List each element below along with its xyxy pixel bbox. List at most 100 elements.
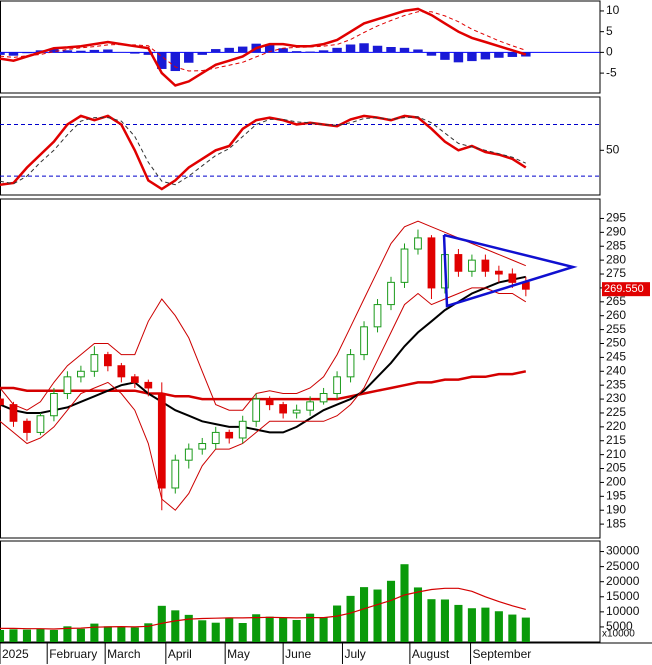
candle-body (171, 459, 180, 489)
y-tick-label: 250 (606, 336, 626, 350)
volume-bar (103, 626, 112, 642)
volume-bar (211, 622, 220, 642)
y-tick-label: 240 (606, 363, 626, 377)
candle-body (387, 281, 395, 306)
candle-body (468, 259, 476, 272)
candle-body (63, 376, 72, 395)
candle-body (238, 420, 247, 439)
candle-body (198, 443, 207, 450)
candle-body (400, 248, 409, 283)
volume-bar (130, 627, 139, 642)
volume-bar (333, 605, 342, 642)
volume-bar (521, 617, 530, 642)
volume-bar (238, 623, 247, 642)
histogram-bar (237, 46, 248, 53)
series-line (0, 116, 527, 186)
y-tick-label: 210 (606, 447, 626, 461)
volume-bar (198, 620, 207, 642)
candle-body (306, 401, 314, 411)
y-tick-label: 275 (606, 266, 626, 280)
histogram-bar (264, 44, 275, 53)
histogram-bar (157, 52, 167, 69)
y-tick-label: 5 (606, 24, 613, 38)
histogram-bar (197, 52, 207, 55)
volume-bar (360, 587, 369, 642)
histogram-bar (413, 49, 423, 53)
volume-bar (346, 595, 355, 642)
x-tick-label: February (49, 647, 97, 661)
histogram-bar (62, 50, 73, 53)
histogram-bar (143, 52, 154, 55)
y-tick-label: 295 (606, 211, 626, 225)
series-line (0, 11, 526, 72)
unit-label: x10000 (602, 629, 635, 640)
y-tick-label: 15000 (606, 589, 640, 603)
volume-bar (481, 607, 490, 642)
histogram-bar (372, 45, 383, 53)
volume-bar (0, 629, 5, 642)
last-price-box (602, 282, 650, 297)
candle-body (333, 376, 341, 395)
y-tick-label: 260 (606, 308, 626, 322)
volume-bar (49, 629, 58, 642)
candle-body (23, 420, 31, 433)
y-tick-label: 0 (606, 45, 613, 59)
candle-body (481, 259, 490, 272)
histogram-bar (453, 52, 464, 63)
volume-bar (413, 587, 423, 642)
histogram-bar (76, 50, 86, 53)
series-line (0, 114, 527, 191)
candle-body (373, 304, 382, 328)
candle-body (103, 354, 112, 367)
volume-bar (508, 614, 517, 642)
volume-bar (184, 614, 193, 642)
histogram-bar (103, 49, 113, 53)
candle-body (495, 270, 503, 275)
histogram-bar (170, 52, 180, 72)
histogram-bar (467, 52, 477, 62)
candle-body (346, 354, 355, 378)
candle-body (265, 398, 274, 406)
histogram-bar (49, 49, 59, 53)
histogram-bar (386, 47, 396, 53)
candle-body (454, 254, 463, 272)
histogram-bar (211, 49, 221, 53)
y-tick-label: 245 (606, 350, 626, 364)
y-tick-label: 20000 (606, 574, 640, 588)
volume-bar (22, 629, 32, 642)
series-line (0, 7, 527, 87)
volume-bar (373, 589, 382, 642)
histogram-bar (426, 52, 437, 56)
histogram-bar (494, 52, 504, 58)
y-tick-label: 265 (606, 294, 626, 308)
x-tick-label: July (344, 647, 365, 661)
x-tick-label: August (412, 647, 450, 661)
y-tick-label: 25000 (606, 559, 640, 573)
histogram-bar (521, 52, 531, 57)
volume-bar (400, 564, 409, 642)
series-line (0, 275, 527, 434)
histogram-bar (507, 52, 518, 57)
volume-bar (306, 613, 315, 642)
series-line (0, 220, 526, 411)
volume-bar (386, 580, 396, 642)
y-tick-label: 290 (606, 225, 626, 239)
histogram-bar (22, 52, 32, 54)
volume-bar (76, 628, 85, 642)
triangle-pattern (442, 233, 578, 308)
volume-bar (36, 629, 45, 642)
volume-bar (117, 626, 126, 642)
x-tick-label: April (168, 647, 192, 661)
y-tick-label: -5 (606, 65, 617, 79)
volume-bar (9, 629, 18, 642)
candle-body (77, 370, 85, 378)
candle-body (9, 404, 18, 422)
y-tick-label: 185 (606, 516, 626, 530)
candle-body (117, 365, 126, 378)
volume-bar (427, 599, 436, 642)
candle-body (0, 398, 4, 406)
candle-body (279, 404, 288, 414)
y-tick-label: 285 (606, 238, 626, 252)
y-tick-label: 220 (606, 419, 626, 433)
